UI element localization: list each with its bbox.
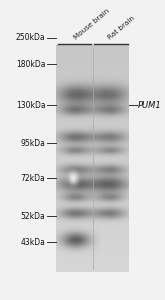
Text: 95kDa: 95kDa — [21, 139, 46, 148]
Text: 180kDa: 180kDa — [16, 60, 46, 69]
Text: PUM1: PUM1 — [138, 100, 162, 109]
Text: 52kDa: 52kDa — [21, 212, 46, 220]
Text: Mouse brain: Mouse brain — [73, 8, 111, 41]
Text: 250kDa: 250kDa — [16, 33, 46, 42]
Text: Rat brain: Rat brain — [107, 15, 136, 41]
Text: 72kDa: 72kDa — [21, 174, 46, 183]
Text: 130kDa: 130kDa — [16, 100, 46, 109]
Text: 43kDa: 43kDa — [21, 238, 46, 247]
